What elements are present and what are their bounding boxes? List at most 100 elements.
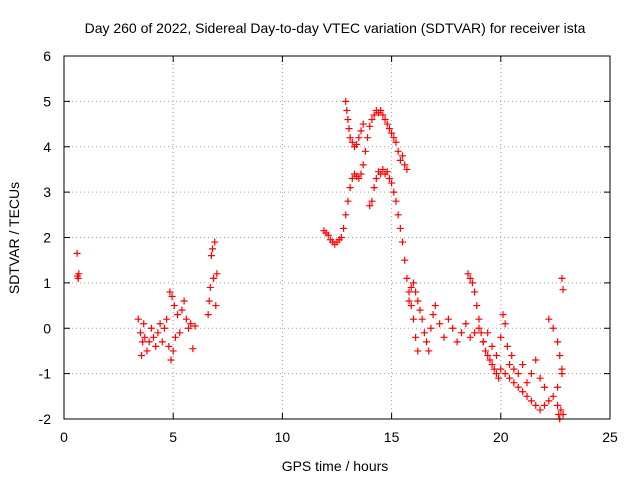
data-point [510, 365, 518, 373]
data-point [342, 97, 350, 105]
data-point [427, 324, 435, 332]
data-point [392, 138, 400, 146]
data-point [532, 356, 540, 364]
data-point [486, 356, 494, 364]
data-point [540, 401, 548, 409]
data-point [414, 297, 422, 305]
data-point [204, 311, 212, 319]
y-tick-label: 1 [43, 275, 51, 291]
x-tick-label: 25 [602, 429, 618, 445]
data-point [205, 297, 213, 305]
data-point [453, 338, 461, 346]
data-point [392, 197, 400, 205]
x-tick-label: 0 [60, 429, 68, 445]
data-point [540, 383, 548, 391]
y-tick-label: -2 [39, 411, 52, 427]
y-tick-label: 3 [43, 184, 51, 200]
y-tick-label: 0 [43, 320, 51, 336]
data-point [368, 197, 376, 205]
data-point [165, 342, 173, 350]
data-point [361, 147, 369, 155]
series-main_rise [320, 106, 411, 248]
data-point [559, 286, 567, 294]
x-tick-label: 15 [384, 429, 400, 445]
data-point [390, 134, 398, 142]
data-point [468, 279, 476, 287]
data-point [206, 283, 214, 291]
y-tick-label: 2 [43, 230, 51, 246]
data-point [527, 370, 535, 378]
data-point [370, 184, 378, 192]
data-point [324, 231, 332, 239]
data-point [497, 365, 505, 373]
data-point [401, 256, 409, 264]
data-point [495, 374, 503, 382]
data-point [140, 320, 148, 328]
data-point [171, 333, 179, 341]
data-point [523, 392, 531, 400]
data-point [545, 315, 553, 323]
data-point [508, 351, 516, 359]
data-point [429, 311, 437, 319]
data-point [353, 140, 361, 148]
data-point [344, 116, 352, 124]
data-point [409, 279, 417, 287]
data-point [368, 116, 376, 124]
data-point [557, 406, 565, 414]
data-point [492, 351, 500, 359]
data-point [345, 125, 353, 133]
data-point [210, 274, 218, 282]
data-point [355, 175, 363, 183]
data-point [414, 347, 422, 355]
data-point [176, 329, 184, 337]
y-tick-label: 4 [43, 139, 51, 155]
series-spike [342, 97, 367, 151]
data-point [545, 397, 553, 405]
x-tick-label: 20 [493, 429, 509, 445]
data-point [355, 134, 363, 142]
data-point [170, 302, 178, 310]
data-point [366, 122, 374, 130]
data-point [523, 379, 531, 387]
x-tick-label: 10 [275, 429, 291, 445]
data-point [357, 127, 365, 135]
data-point [412, 333, 420, 341]
data-point [519, 361, 527, 369]
data-point [420, 329, 428, 337]
data-point [514, 370, 522, 378]
data-point [554, 401, 562, 409]
data-point [337, 234, 345, 241]
data-point [423, 338, 431, 346]
data-point [499, 311, 507, 319]
data-point [440, 333, 448, 341]
data-point [145, 338, 153, 346]
data-point [558, 365, 566, 373]
data-point [416, 306, 424, 314]
data-point [343, 106, 351, 114]
data-point [372, 175, 380, 183]
data-point [506, 361, 514, 369]
data-point [403, 165, 411, 173]
data-point [436, 320, 444, 328]
data-point [503, 342, 511, 350]
data-point [357, 170, 365, 178]
data-point [379, 165, 387, 173]
data-point [212, 302, 220, 310]
series-afternoon_b [464, 270, 566, 414]
series-second_branch [366, 165, 422, 355]
data-point [377, 106, 385, 114]
data-point [477, 329, 485, 337]
data-point [536, 406, 544, 414]
data-point [501, 320, 509, 328]
data-point [484, 351, 492, 359]
data-point [409, 315, 417, 323]
data-point [370, 111, 378, 119]
data-point [134, 315, 142, 323]
data-point [191, 322, 199, 330]
data-point [75, 270, 83, 278]
data-point [383, 168, 391, 176]
data-point [479, 338, 487, 346]
data-point [394, 211, 402, 219]
data-point [169, 347, 177, 355]
